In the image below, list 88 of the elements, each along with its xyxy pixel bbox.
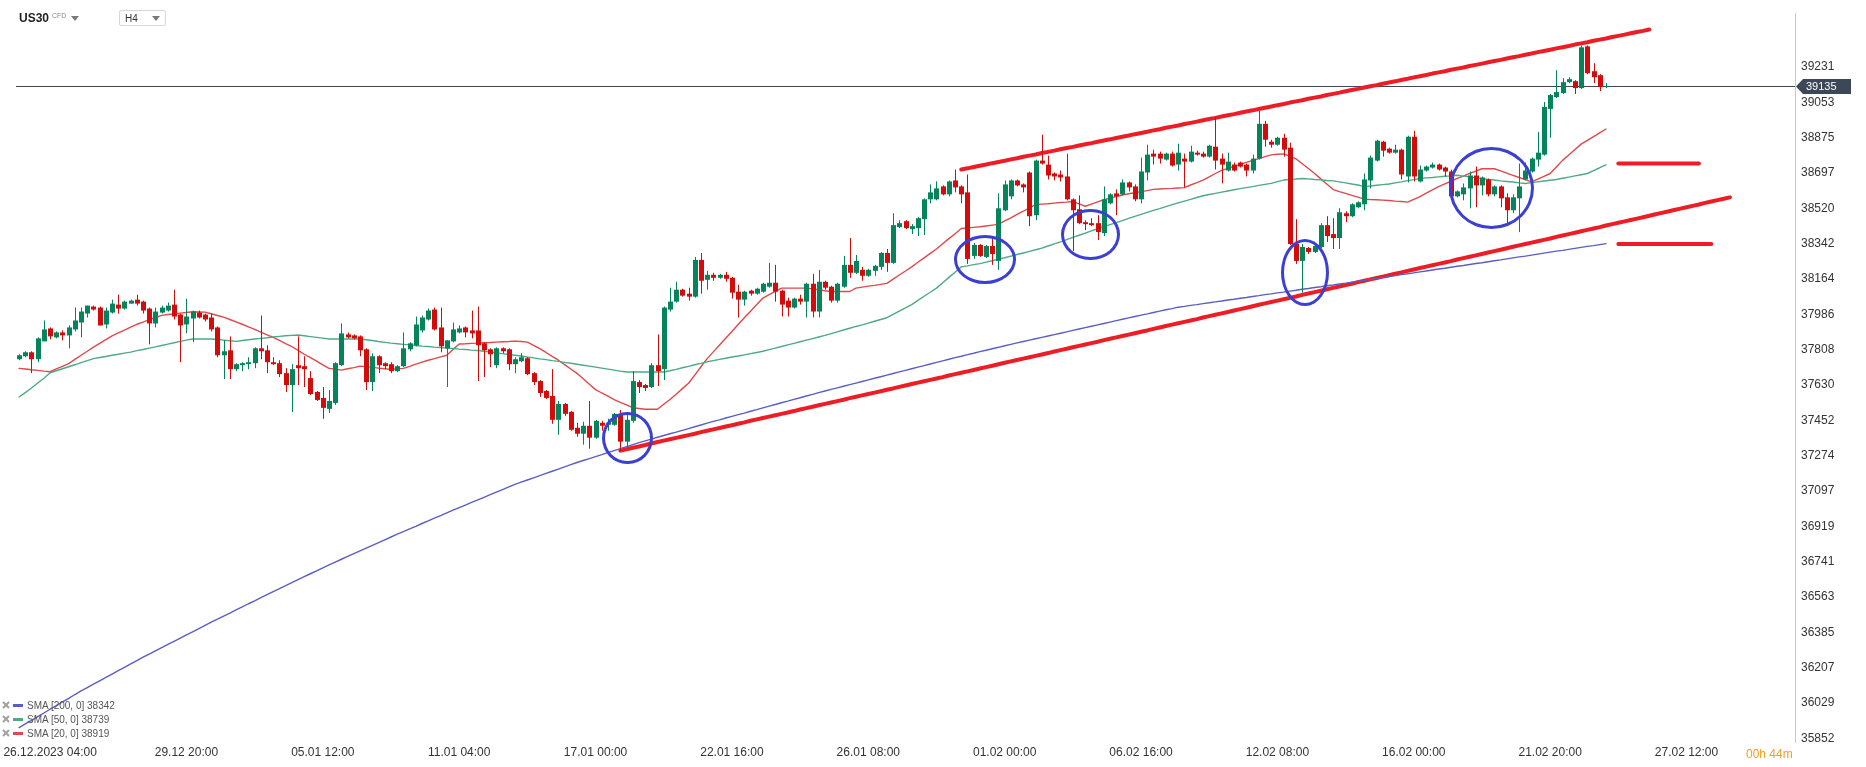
candlestick — [1294, 218, 1299, 265]
x-tick-label: 11.01 04:00 — [427, 745, 491, 760]
y-tick-label: 36385 — [1801, 624, 1835, 639]
candlestick — [1263, 120, 1268, 148]
candlestick — [1319, 222, 1324, 249]
x-tick-label: 22.01 16:00 — [700, 745, 764, 760]
x-tick-label: 17.01 00:00 — [563, 745, 628, 760]
y-tick-label: 37097 — [1801, 483, 1835, 498]
candlestick — [773, 264, 778, 303]
candlestick — [587, 400, 592, 450]
x-tick-label: 12.02 08:00 — [1245, 745, 1310, 760]
dropdown-field: H4 — [119, 10, 166, 26]
candlestick — [1182, 153, 1187, 188]
candlestick — [1040, 134, 1045, 166]
text: 00h 44m — [1746, 747, 1793, 761]
y-tick-label: 39053 — [1801, 94, 1835, 109]
candlestick — [1114, 188, 1119, 216]
candlestick — [656, 333, 661, 387]
candlestick — [581, 421, 586, 446]
y-tick-label: 36741 — [1801, 553, 1835, 568]
candlestick — [594, 419, 599, 440]
candlestick — [439, 307, 444, 353]
candlestick — [556, 400, 561, 436]
ref-line-label: 39135 — [1806, 80, 1837, 93]
x-tick-label: 27.02 12:00 — [1654, 745, 1719, 760]
y-tick-label: 38875 — [1801, 130, 1835, 145]
x-tick-label: 26.12.2023 04:00 — [3, 745, 98, 760]
candlestick — [432, 307, 437, 331]
x-tick-label: 21.02 20:00 — [1518, 745, 1583, 760]
candlestick — [191, 310, 196, 343]
annotation: H4 — [125, 12, 138, 24]
candlestick — [253, 346, 258, 369]
x-tick-label: 06.02 16:00 — [1109, 745, 1174, 760]
candlestick — [290, 363, 295, 413]
y-tick-label: 36919 — [1801, 518, 1835, 533]
candlestick — [1468, 171, 1473, 209]
y-tick-label: 37630 — [1801, 377, 1835, 392]
candlestick — [699, 252, 704, 295]
candlestick — [1251, 154, 1256, 174]
y-tick-label: 37808 — [1801, 342, 1835, 356]
y-tick-label: 38342 — [1801, 235, 1835, 250]
candlestick — [1300, 243, 1305, 294]
x-tick-label: 01.02 00:00 — [972, 745, 1037, 760]
x-tick-label: 16.02 00:00 — [1382, 745, 1446, 760]
y-tick-label: 37452 — [1801, 412, 1835, 427]
x-tick-label: 26.01 08:00 — [836, 745, 901, 760]
candlestick — [649, 362, 654, 389]
candlestick — [1176, 143, 1181, 172]
y-tick-label: 36207 — [1801, 660, 1835, 675]
candlestick — [222, 339, 227, 380]
legend-label: SMA [20, 0] 38919 — [27, 727, 110, 739]
y-tick-label: 39231 — [1801, 59, 1835, 74]
candlestick — [1096, 214, 1101, 241]
candlestick — [705, 270, 710, 291]
candlestick — [885, 248, 890, 273]
candlestick — [804, 282, 809, 319]
y-tick-label: 36029 — [1801, 695, 1835, 710]
candlestick — [29, 350, 34, 374]
candlestick — [990, 238, 995, 266]
candlestick — [1480, 175, 1485, 196]
candlestick — [153, 307, 158, 328]
x-tick-label: 05.01 12:00 — [291, 745, 355, 760]
candlestick — [848, 237, 853, 279]
y-tick-label: 38697 — [1801, 165, 1835, 180]
candlestick — [308, 370, 313, 396]
candlestick — [1065, 153, 1070, 201]
chart-title: US30 — [19, 11, 50, 25]
candlestick — [842, 255, 847, 289]
candlestick — [1213, 116, 1218, 171]
y-tick-label: 38164 — [1801, 271, 1835, 286]
candlestick — [228, 335, 233, 380]
candlestick — [116, 294, 121, 315]
candlestick — [1220, 153, 1225, 184]
candlestick — [854, 254, 859, 275]
candlestick — [1375, 139, 1380, 163]
candlestick — [835, 282, 840, 304]
candlestick — [494, 346, 499, 369]
candlestick — [401, 331, 406, 368]
y-tick-label: 36563 — [1801, 589, 1835, 604]
candlestick — [284, 367, 289, 393]
x-tick-label: 29.12 20:00 — [154, 745, 219, 760]
candlestick — [1474, 166, 1479, 208]
candlestick — [1226, 152, 1231, 173]
y-tick-label: 37274 — [1801, 448, 1835, 463]
y-tick-label: 38520 — [1801, 200, 1835, 215]
y-tick-label: 37986 — [1801, 306, 1835, 321]
y-tick-label: 35852 — [1801, 730, 1835, 745]
candlestick — [674, 281, 679, 304]
